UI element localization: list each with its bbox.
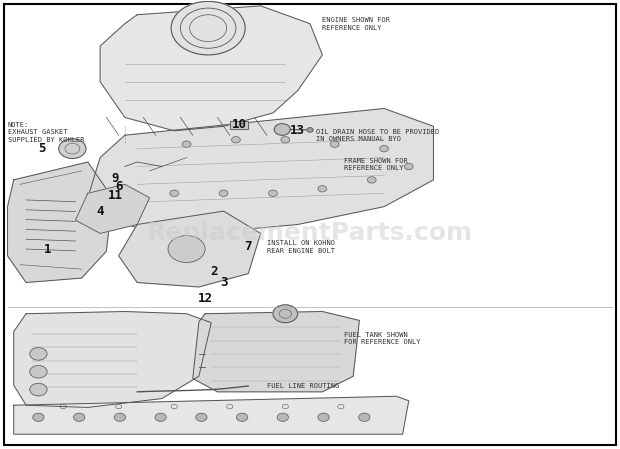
Circle shape <box>273 305 298 323</box>
Text: 13: 13 <box>290 124 305 137</box>
Circle shape <box>368 177 376 183</box>
Polygon shape <box>7 162 112 282</box>
Circle shape <box>307 128 313 132</box>
Polygon shape <box>100 6 322 131</box>
Circle shape <box>330 141 339 147</box>
Circle shape <box>182 141 191 147</box>
Circle shape <box>219 190 228 196</box>
Text: FUEL LINE ROUTING: FUEL LINE ROUTING <box>267 383 339 389</box>
Circle shape <box>237 413 247 421</box>
Text: 3: 3 <box>220 276 228 289</box>
Text: 11: 11 <box>108 189 123 202</box>
Circle shape <box>30 365 47 378</box>
Circle shape <box>171 1 245 55</box>
Circle shape <box>318 413 329 421</box>
Circle shape <box>274 123 290 135</box>
Circle shape <box>74 413 85 421</box>
Text: ReplacementParts.com: ReplacementParts.com <box>147 221 473 246</box>
Circle shape <box>277 413 288 421</box>
Circle shape <box>30 348 47 360</box>
Circle shape <box>379 145 388 152</box>
Text: 9: 9 <box>112 172 119 185</box>
Circle shape <box>232 136 241 143</box>
Text: FRAME SHOWN FOR
REFERENCE ONLY: FRAME SHOWN FOR REFERENCE ONLY <box>344 158 408 171</box>
Text: 6: 6 <box>115 180 122 193</box>
Text: 1: 1 <box>44 242 51 255</box>
Circle shape <box>155 413 166 421</box>
Text: 4: 4 <box>96 205 104 218</box>
Circle shape <box>33 413 44 421</box>
Text: ENGINE SHOWN FOR
REFERENCE ONLY: ENGINE SHOWN FOR REFERENCE ONLY <box>322 17 391 31</box>
Circle shape <box>404 163 413 170</box>
Polygon shape <box>76 185 149 233</box>
Polygon shape <box>14 396 409 434</box>
Text: 2: 2 <box>211 265 218 278</box>
Text: 12: 12 <box>198 292 213 304</box>
Polygon shape <box>193 312 360 392</box>
Circle shape <box>170 190 179 196</box>
Circle shape <box>359 413 370 421</box>
Text: 7: 7 <box>244 240 252 253</box>
Polygon shape <box>118 211 260 287</box>
Text: 5: 5 <box>38 142 45 155</box>
Polygon shape <box>14 312 211 407</box>
Text: NOTE:
EXHAUST GASKET
SUPPLIED BY KOHLER: NOTE: EXHAUST GASKET SUPPLIED BY KOHLER <box>7 122 84 143</box>
Text: FUEL TANK SHOWN
FOR REFERENCE ONLY: FUEL TANK SHOWN FOR REFERENCE ONLY <box>344 332 420 345</box>
Circle shape <box>268 190 277 196</box>
Circle shape <box>318 186 327 192</box>
Bar <box>230 121 248 129</box>
Text: 10: 10 <box>231 118 247 131</box>
Circle shape <box>281 136 290 143</box>
Circle shape <box>196 413 207 421</box>
Text: INSTALL ON KOHNO
REAR ENGINE BOLT: INSTALL ON KOHNO REAR ENGINE BOLT <box>267 240 335 254</box>
Circle shape <box>168 236 205 262</box>
Circle shape <box>59 139 86 158</box>
Circle shape <box>114 413 125 421</box>
Circle shape <box>30 383 47 396</box>
Polygon shape <box>88 109 433 233</box>
Bar <box>230 121 248 129</box>
Text: OIL DRAIN HOSE TO BE PROVIDED
IN OWNERS MANUAL BYO: OIL DRAIN HOSE TO BE PROVIDED IN OWNERS … <box>316 128 440 142</box>
